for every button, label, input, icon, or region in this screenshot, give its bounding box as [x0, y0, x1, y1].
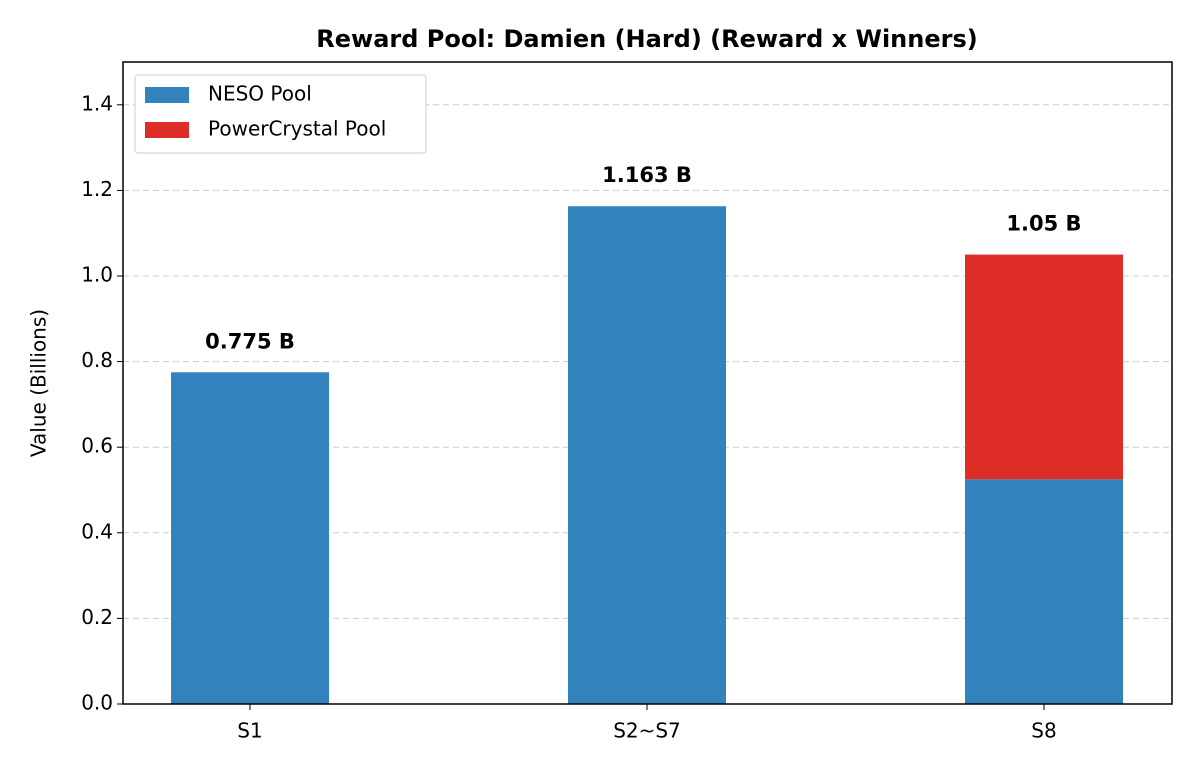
legend-box — [134, 74, 427, 154]
total-label: 0.775 B — [205, 329, 295, 353]
legend-swatch — [145, 122, 189, 138]
y-tick-label: 1.0 — [81, 263, 113, 287]
y-tick-label: 0.2 — [81, 605, 113, 629]
x-tick-label: S1 — [237, 719, 262, 743]
x-tick-label: S2~S7 — [613, 719, 681, 743]
legend-label: NESO Pool — [208, 82, 312, 106]
bar-segment — [965, 479, 1123, 704]
y-axis-label: Value (Billions) — [27, 309, 51, 457]
x-tick-label: S8 — [1031, 719, 1056, 743]
y-tick-label: 0.0 — [81, 691, 113, 715]
y-tick-label: 1.4 — [81, 91, 113, 115]
y-tick-label: 1.2 — [81, 177, 113, 201]
total-label: 1.163 B — [602, 163, 692, 187]
y-tick-label: 0.4 — [81, 519, 113, 543]
legend-label: PowerCrystal Pool — [208, 117, 386, 141]
legend-swatch — [145, 87, 189, 103]
bar-segment — [965, 254, 1123, 480]
bar-segment — [568, 206, 726, 704]
plot-frame — [122, 61, 1173, 705]
total-label: 1.05 B — [1006, 212, 1081, 236]
bar-segment — [171, 372, 329, 704]
y-tick-label: 0.6 — [81, 434, 113, 458]
y-tick-label: 0.8 — [81, 348, 113, 372]
chart-title: Reward Pool: Damien (Hard) (Reward x Win… — [316, 25, 977, 53]
